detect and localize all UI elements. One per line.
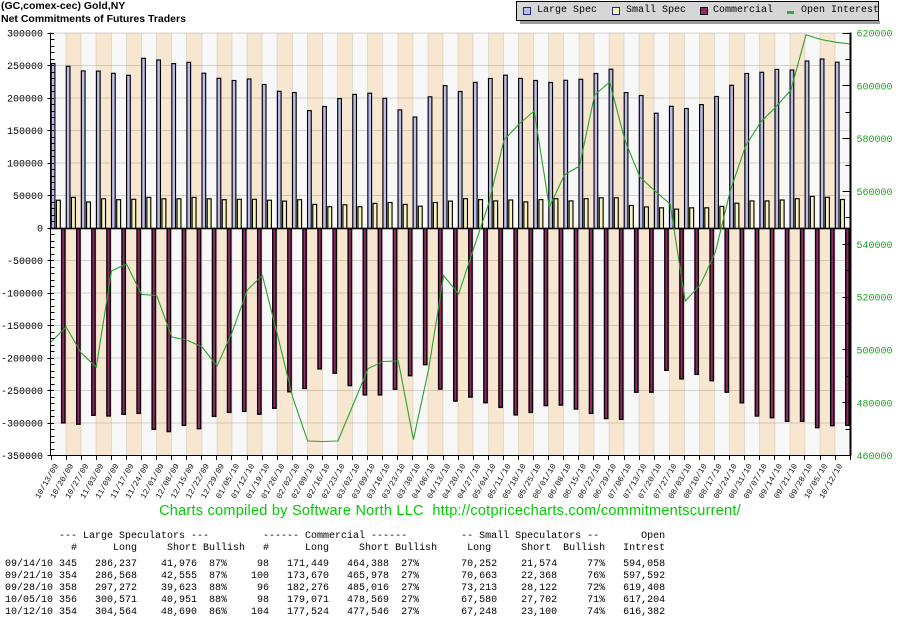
svg-text:560000: 560000: [857, 188, 893, 199]
svg-text:480000: 480000: [857, 399, 893, 410]
svg-text:520000: 520000: [857, 294, 893, 305]
svg-text:250000: 250000: [7, 62, 43, 73]
svg-text:500000: 500000: [857, 346, 893, 357]
svg-text:-200000: -200000: [1, 355, 43, 366]
svg-text:300000: 300000: [7, 30, 43, 41]
svg-text:100000: 100000: [7, 160, 43, 171]
svg-text:0: 0: [37, 225, 43, 236]
svg-text:150000: 150000: [7, 127, 43, 138]
svg-text:-350000: -350000: [1, 452, 43, 463]
svg-text:540000: 540000: [857, 241, 893, 252]
svg-text:620000: 620000: [857, 30, 893, 41]
svg-text:200000: 200000: [7, 95, 43, 106]
svg-text:580000: 580000: [857, 135, 893, 146]
svg-text:460000: 460000: [857, 452, 893, 463]
svg-text:600000: 600000: [857, 82, 893, 93]
svg-text:50000: 50000: [13, 192, 43, 203]
svg-text:-100000: -100000: [1, 290, 43, 301]
svg-text:-250000: -250000: [1, 387, 43, 398]
svg-text:-50000: -50000: [7, 257, 43, 268]
svg-text:-150000: -150000: [1, 322, 43, 333]
svg-text:-300000: -300000: [1, 420, 43, 431]
